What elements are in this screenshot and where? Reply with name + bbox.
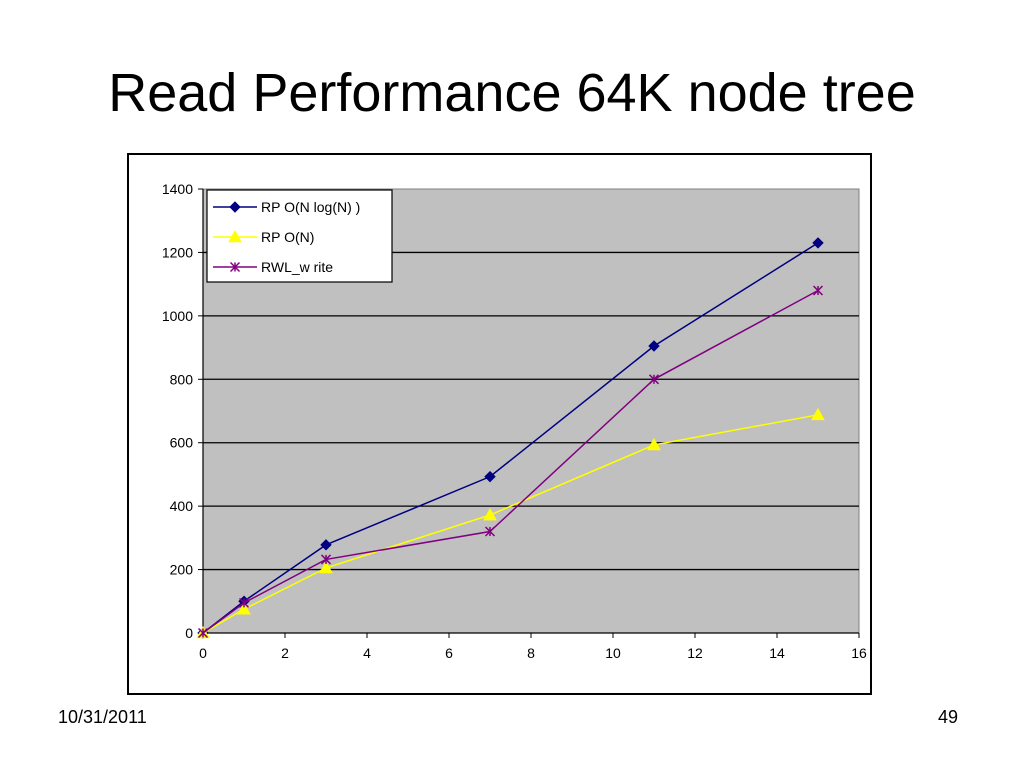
y-tick-label: 800 (170, 371, 194, 387)
y-tick-label: 400 (170, 498, 194, 514)
x-tick-label: 2 (281, 645, 289, 661)
series-line (202, 414, 819, 634)
x-tick-label: 0 (199, 645, 207, 661)
x-tick-label: 6 (445, 645, 453, 661)
data-point (811, 407, 825, 421)
legend-marker (229, 261, 241, 273)
data-point (647, 437, 661, 451)
chart-frame: 0 200 400 600 800 1000 1200 1400 0 2 4 6 8 10 12 14 16 R… (127, 153, 872, 695)
y-tick-label: 200 (170, 562, 194, 578)
line-chart: 0 200 400 600 800 1000 1200 1400 0 2 4 6 8 10 12 14 16 R… (162, 181, 867, 661)
data-point (320, 554, 332, 565)
x-tick-label: 10 (605, 645, 621, 661)
data-point (648, 374, 660, 385)
y-tick-label: 1200 (162, 244, 193, 260)
series-1 (197, 237, 824, 639)
y-tick-label: 1000 (162, 308, 193, 324)
legend-entry: RP O(N log(N) ) (213, 199, 360, 215)
axes: 0 200 400 600 800 1000 1200 1400 0 2 4 6 8 10 12 14 16 (162, 181, 867, 661)
legend-label: RP O(N) (261, 229, 314, 245)
data-point (484, 526, 496, 537)
y-tick-label: 0 (185, 625, 193, 641)
page-number: 49 (938, 707, 959, 727)
series-group (196, 237, 825, 639)
footer-date: 10/31/2011 (58, 707, 147, 727)
data-point (237, 602, 251, 615)
data-point (484, 470, 496, 483)
data-point (320, 539, 332, 551)
y-tick-label: 600 (170, 435, 194, 451)
series-line (202, 289, 819, 634)
legend: RP O(N log(N) ) RP O(N) RWL_w rite (206, 189, 393, 283)
x-tick-label: 8 (527, 645, 535, 661)
y-tick-label: 1400 (162, 181, 193, 197)
series-3 (197, 285, 824, 639)
legend-marker (229, 201, 241, 213)
legend-label: RWL_w rite (261, 259, 333, 275)
data-point (197, 627, 209, 639)
x-tick-label: 16 (851, 645, 867, 661)
x-tick-label: 14 (769, 645, 785, 661)
gridlines (203, 251, 859, 571)
x-tick-label: 12 (687, 645, 703, 661)
data-point (238, 597, 250, 608)
data-point (483, 507, 497, 521)
legend-label: RP O(N log(N) ) (261, 199, 360, 215)
data-point (812, 237, 824, 249)
slide-title: Read Performance 64K node tree (108, 63, 916, 123)
data-point (648, 340, 660, 352)
series-line (202, 242, 819, 634)
data-point (319, 560, 333, 574)
legend-entry: RWL_w rite (213, 259, 333, 275)
x-tick-label: 4 (363, 645, 371, 661)
data-point (812, 285, 824, 296)
legend-marker (228, 229, 242, 243)
legend-entry: RP O(N) (213, 229, 314, 245)
